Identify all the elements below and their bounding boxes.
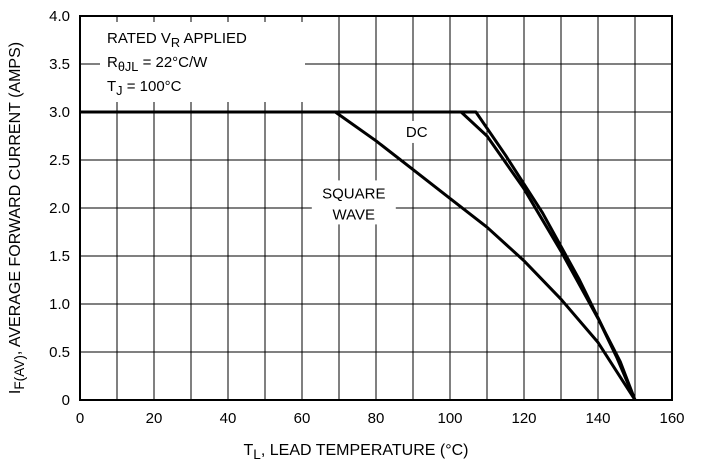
x-tick-label: 20 [146, 410, 163, 427]
curve-labels: DC SQUARE WAVE [311, 120, 435, 225]
x-tick-label: 60 [294, 410, 311, 427]
condition-line: RATED VR APPLIED [107, 30, 247, 50]
x-axis-title: TL, LEAD TEMPERATURE (°C) [244, 442, 469, 462]
x-tick-label: 160 [659, 410, 684, 427]
dc-label-bg [398, 120, 435, 143]
curves [80, 110, 637, 401]
x-tick-label: 120 [511, 410, 536, 427]
series-line-3 [80, 110, 637, 401]
x-tick-label: 100 [437, 410, 462, 427]
y-tick-label: 1.5 [49, 248, 70, 265]
y-tick-label: 3.0 [49, 104, 70, 121]
square-wave-label: SQUARE [322, 185, 385, 202]
x-tick-label: 40 [220, 410, 237, 427]
y-tick-label: 1.0 [49, 296, 70, 313]
y-tick-label: 2.0 [49, 200, 70, 217]
y-tick-label: 0 [62, 392, 70, 409]
conditions-text: RATED VR APPLIED RθJL = 22°C/W TJ = 100°C [107, 30, 247, 98]
x-tick-label: 80 [368, 410, 385, 427]
condition-line: RθJL = 22°C/W [107, 54, 208, 74]
y-tick-label: 0.5 [49, 344, 70, 361]
y-tick-labels: 0 0.5 1.0 1.5 2.0 2.5 3.0 3.5 4.0 [49, 8, 70, 409]
condition-line: TJ = 100°C [107, 78, 182, 98]
x-tick-label: 0 [76, 410, 84, 427]
plot-frame [79, 15, 673, 401]
conditions-box [100, 22, 305, 102]
y-tick-label: 2.5 [49, 152, 70, 169]
y-tick-label: 4.0 [49, 8, 70, 25]
y-axis-title: IF(AV), AVERAGE FORWARD CURRENT (AMPS) [7, 42, 27, 394]
axis-titles: TL, LEAD TEMPERATURE (°C) IF(AV), AVERAGE… [7, 42, 468, 462]
square-wave-label: WAVE [333, 206, 376, 223]
series-line-1 [80, 110, 637, 401]
dc-label: DC [406, 124, 428, 141]
square-wave-label-bg [311, 180, 396, 225]
x-tick-labels: 0 20 40 60 80 100 120 140 160 [76, 410, 685, 427]
y-tick-label: 3.5 [49, 56, 70, 73]
x-tick-label: 140 [585, 410, 610, 427]
